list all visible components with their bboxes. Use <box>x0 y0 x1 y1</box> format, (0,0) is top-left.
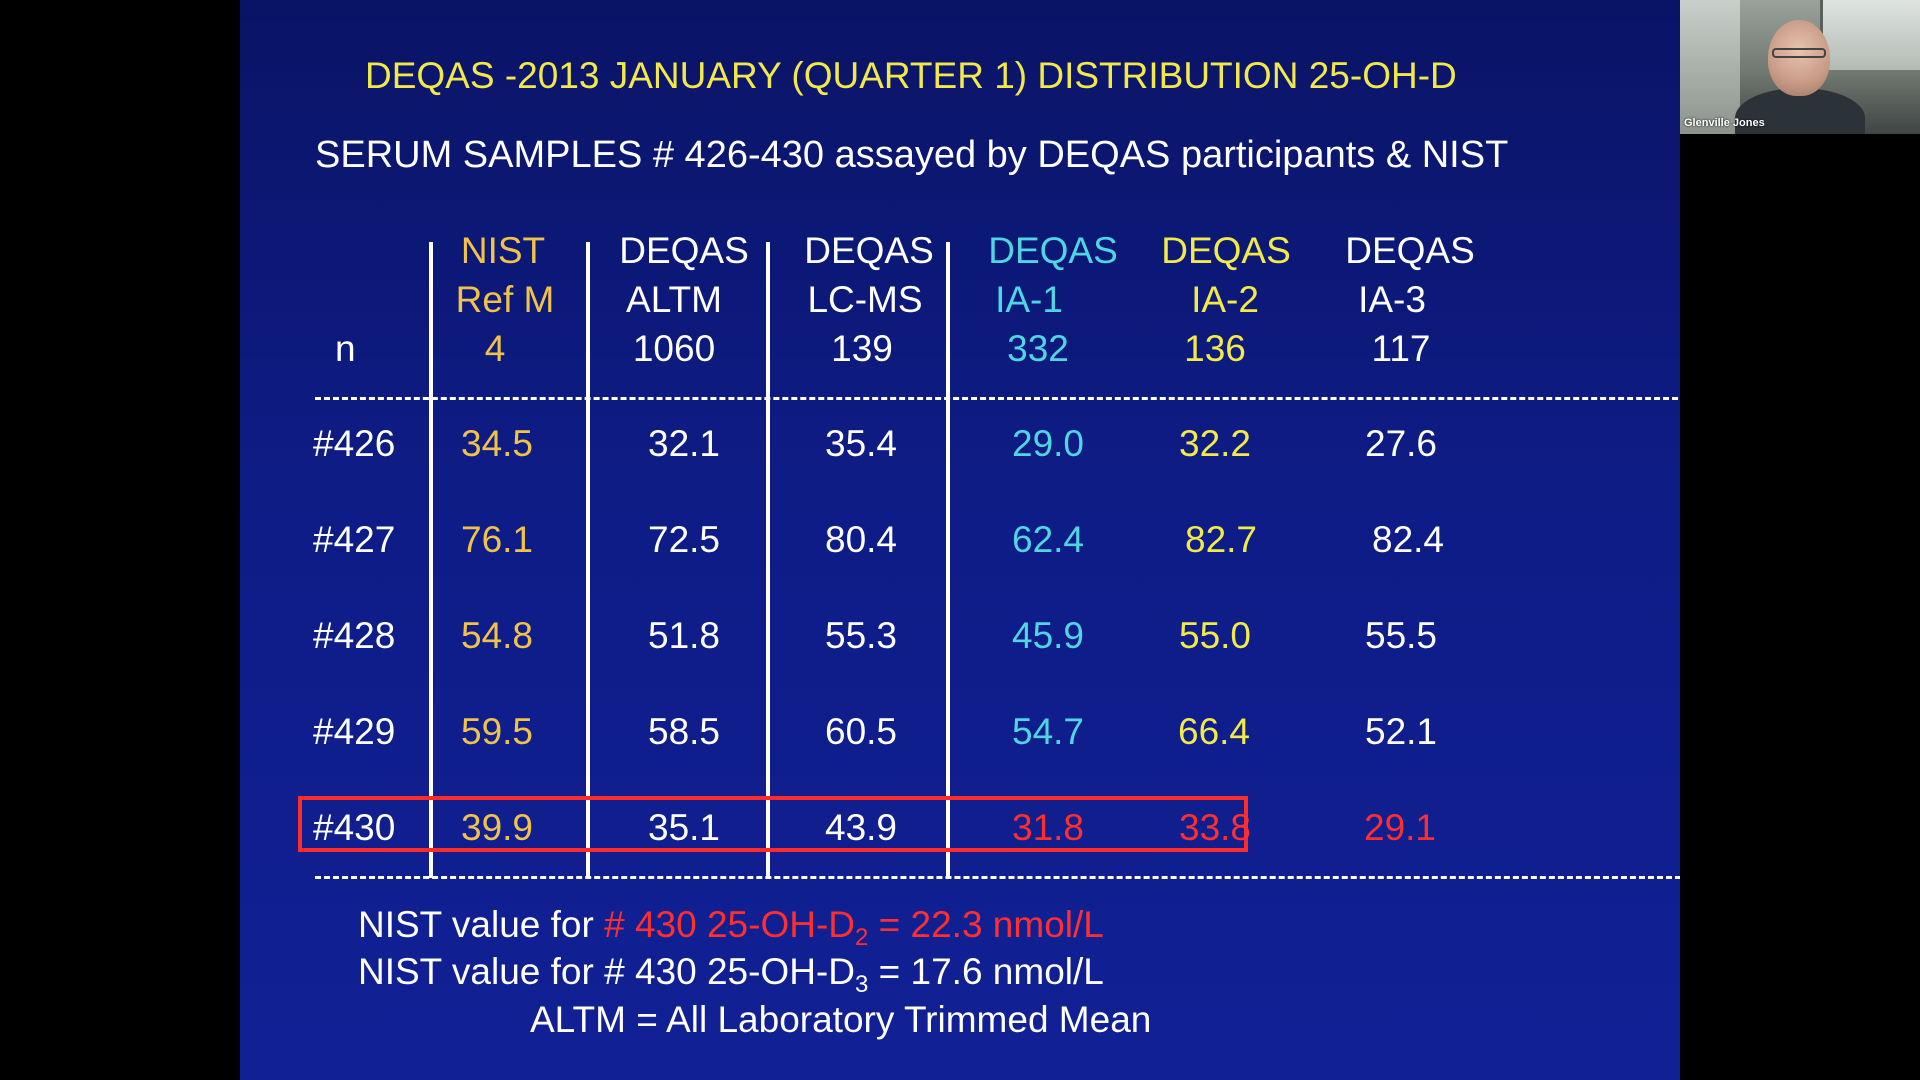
note-d2-red-tail: = 22.3 nmol/L <box>868 904 1104 945</box>
header-line2: IA-3 <box>1358 279 1426 320</box>
participant-name: Glenville Jones <box>1684 117 1765 129</box>
header-line1: DEQAS <box>1345 230 1475 271</box>
footer-separator <box>315 876 1680 879</box>
header-line2: LC-MS <box>807 279 923 320</box>
row-label: #427 <box>313 519 396 560</box>
value-ia2: 32.2 <box>1178 423 1252 464</box>
header-n: 4 <box>484 328 506 369</box>
value-ia3: 27.6 <box>1364 423 1438 464</box>
participant-head <box>1768 20 1830 96</box>
value-altm: 35.1 <box>647 807 721 848</box>
value-ia2: 82.7 <box>1184 519 1258 560</box>
value-ia3: 52.1 <box>1364 711 1438 752</box>
note-d2-red-main: # 430 25-OH-D <box>604 904 855 945</box>
background-window <box>1820 0 1920 70</box>
value-nist: 76.1 <box>460 519 534 560</box>
row-label: #426 <box>313 423 396 464</box>
header-line1: DEQAS <box>988 230 1118 271</box>
value-ia3: 55.5 <box>1364 615 1438 656</box>
value-ia1: 54.7 <box>1011 711 1085 752</box>
value-altm: 51.8 <box>647 615 721 656</box>
background-shelf <box>1680 0 1740 134</box>
header-line1: DEQAS <box>619 230 749 271</box>
slide-title: DEQAS -2013 JANUARY (QUARTER 1) DISTRIBU… <box>365 55 1457 96</box>
note-nist-d3: NIST value for # 430 25-OH-D3 = 17.6 nmo… <box>358 951 1104 997</box>
value-ia2: 66.4 <box>1177 711 1251 752</box>
slide-subtitle: SERUM SAMPLES # 426-430 assayed by DEQAS… <box>315 134 1509 176</box>
value-nist: 54.8 <box>460 615 534 656</box>
value-ia3: 29.1 <box>1363 807 1437 848</box>
value-altm: 32.1 <box>647 423 721 464</box>
value-nist: 59.5 <box>460 711 534 752</box>
value-ia1: 31.8 <box>1011 807 1085 848</box>
header-line2: Ref M <box>455 279 555 320</box>
column-divider <box>946 242 950 878</box>
value-lcms: 80.4 <box>824 519 898 560</box>
value-lcms: 35.4 <box>824 423 898 464</box>
n-label: n <box>335 328 356 369</box>
header-line2: IA-1 <box>995 279 1063 320</box>
value-altm: 58.5 <box>647 711 721 752</box>
value-ia2: 55.0 <box>1178 615 1252 656</box>
value-nist: 39.9 <box>460 807 534 848</box>
header-n: 117 <box>1371 328 1431 369</box>
header-line1: NIST <box>460 230 546 271</box>
header-n: 332 <box>1007 328 1069 369</box>
value-ia1: 29.0 <box>1011 423 1085 464</box>
note-nist-d2: NIST value for # 430 25-OH-D2 = 22.3 nmo… <box>358 904 1104 950</box>
header-line1: DEQAS <box>1161 230 1291 271</box>
value-ia2: 33.8 <box>1178 807 1252 848</box>
value-altm: 72.5 <box>647 519 721 560</box>
value-lcms: 60.5 <box>824 711 898 752</box>
participant-glasses <box>1772 48 1826 58</box>
row-label: #428 <box>313 615 396 656</box>
row-label: #430 <box>313 807 396 848</box>
header-n: 1060 <box>632 328 716 369</box>
highlight-box <box>298 796 1248 852</box>
header-line2: IA-2 <box>1191 279 1259 320</box>
row-label: #429 <box>313 711 396 752</box>
header-line2: ALTM <box>626 279 722 320</box>
note-d3-prefix: NIST value for # 430 25-OH-D <box>358 951 855 992</box>
value-lcms: 55.3 <box>824 615 898 656</box>
participant-video-tile[interactable]: Glenville Jones <box>1680 0 1920 134</box>
note-d2-subscript: 2 <box>854 924 869 951</box>
value-ia3: 82.4 <box>1371 519 1445 560</box>
value-ia1: 45.9 <box>1011 615 1085 656</box>
note-d3-subscript: 3 <box>854 971 869 998</box>
column-divider <box>429 242 433 878</box>
header-n: 139 <box>831 328 893 369</box>
header-separator <box>315 397 1680 400</box>
note-altm-definition: ALTM = All Laboratory Trimmed Mean <box>530 999 1152 1040</box>
value-nist: 34.5 <box>460 423 534 464</box>
value-lcms: 43.9 <box>824 807 898 848</box>
note-d3-tail: = 17.6 nmol/L <box>868 951 1104 992</box>
presentation-slide: DEQAS -2013 JANUARY (QUARTER 1) DISTRIBU… <box>240 0 1680 1080</box>
column-divider <box>586 242 590 878</box>
note-d2-prefix: NIST value for <box>358 904 605 945</box>
header-line1: DEQAS <box>804 230 934 271</box>
header-n: 136 <box>1184 328 1246 369</box>
value-ia1: 62.4 <box>1011 519 1085 560</box>
column-divider <box>766 242 770 878</box>
